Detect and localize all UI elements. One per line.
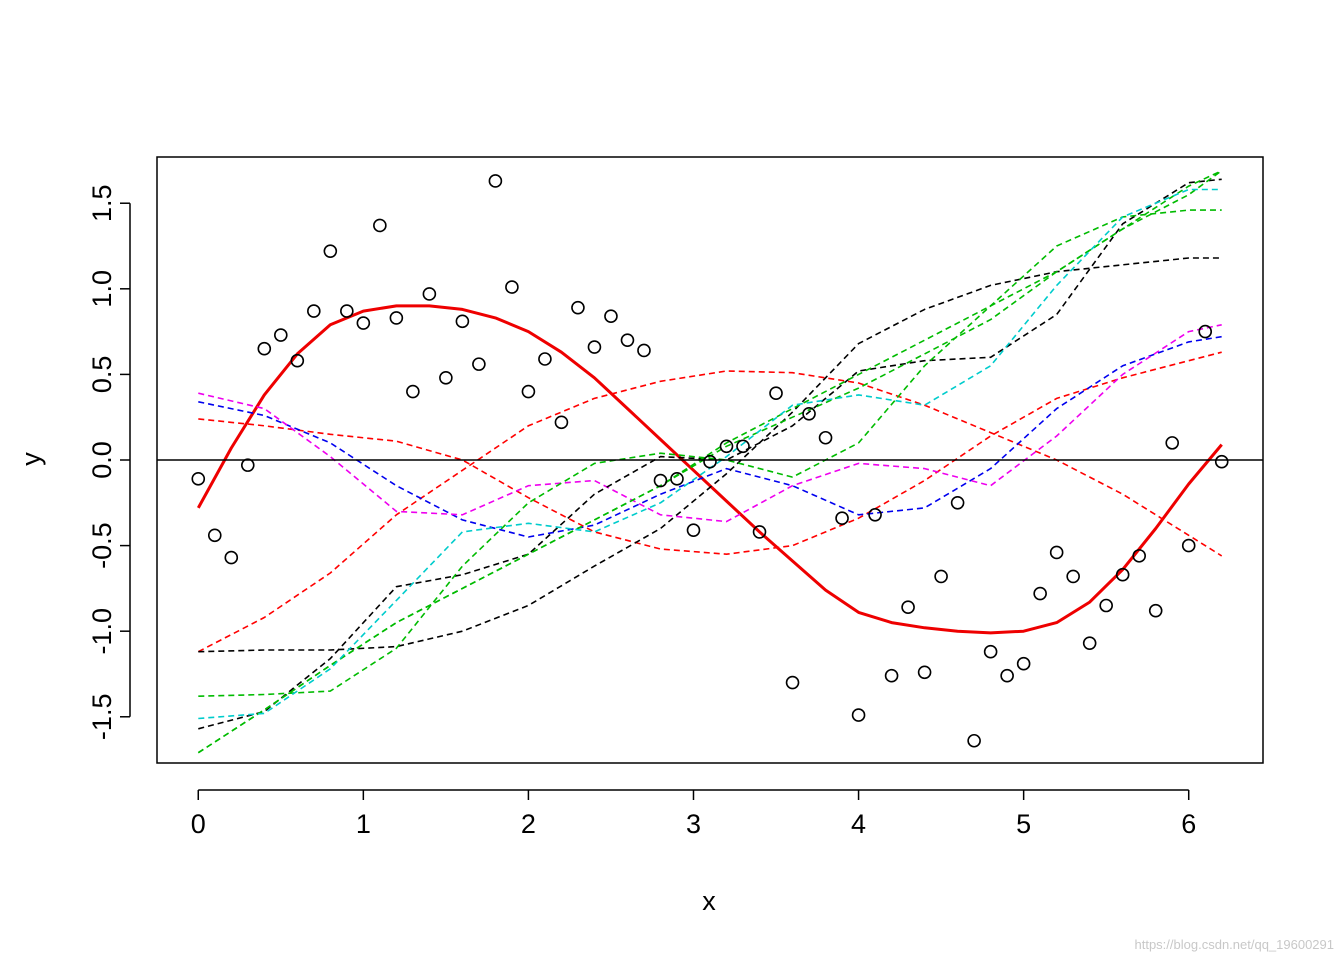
data-point bbox=[670, 472, 684, 486]
data-point bbox=[554, 415, 569, 430]
data-point bbox=[1016, 656, 1031, 671]
data-point bbox=[917, 665, 932, 680]
data-point bbox=[538, 352, 552, 366]
data-point bbox=[1033, 586, 1047, 601]
data-point bbox=[736, 439, 750, 454]
data-point bbox=[1082, 636, 1097, 650]
curve-9 bbox=[197, 169, 1223, 754]
data-point bbox=[1000, 668, 1014, 683]
y-axis-label: y bbox=[16, 452, 46, 466]
data-point bbox=[604, 309, 618, 324]
curve-8 bbox=[197, 170, 1223, 754]
data-point bbox=[488, 174, 503, 188]
data-point bbox=[769, 386, 783, 401]
data-point bbox=[868, 507, 882, 522]
axes: 0 1 2 3 4 5 6 -1.5 -1.0 -0.5 0.0 0.5 1.0 1.5 bbox=[87, 184, 1196, 839]
data-point bbox=[719, 439, 734, 454]
data-point bbox=[389, 311, 404, 325]
curve-7 bbox=[198, 209, 1222, 697]
watermark-text: https://blog.csdn.net/qq_19600291 bbox=[1134, 937, 1335, 952]
data-point bbox=[191, 472, 206, 486]
data-point bbox=[340, 304, 354, 318]
x-tick-label: 4 bbox=[851, 809, 866, 839]
data-point bbox=[1115, 567, 1130, 582]
y-tick-label: 1.5 bbox=[87, 184, 117, 222]
data-point bbox=[901, 600, 915, 615]
data-point bbox=[950, 495, 965, 510]
x-tick-label: 2 bbox=[521, 809, 536, 839]
y-tick-label: 1.0 bbox=[87, 270, 117, 308]
data-point bbox=[439, 371, 453, 385]
data-point bbox=[967, 733, 981, 748]
data-point bbox=[620, 333, 635, 347]
data-point bbox=[406, 384, 420, 399]
data-point bbox=[587, 340, 602, 354]
data-point bbox=[505, 280, 519, 294]
curve-4 bbox=[198, 324, 1222, 523]
data-point bbox=[1214, 454, 1229, 469]
data-point bbox=[1198, 324, 1213, 339]
data-point bbox=[571, 300, 585, 315]
data-point bbox=[934, 569, 948, 584]
curve-2 bbox=[198, 351, 1222, 556]
data-point bbox=[983, 644, 998, 659]
x-tick-label: 3 bbox=[686, 809, 701, 839]
y-tick-label: -1.0 bbox=[87, 608, 117, 655]
data-point bbox=[653, 473, 668, 488]
data-point bbox=[1132, 549, 1146, 563]
data-point bbox=[1066, 569, 1080, 584]
data-point bbox=[224, 550, 239, 565]
data-point bbox=[1165, 436, 1180, 450]
data-point bbox=[290, 353, 305, 368]
data-point bbox=[257, 341, 272, 356]
x-tick-label: 6 bbox=[1181, 809, 1196, 839]
data-point bbox=[307, 304, 321, 318]
data-point bbox=[752, 525, 767, 539]
points-layer bbox=[191, 174, 1229, 748]
x-tick-label: 5 bbox=[1016, 809, 1031, 839]
data-point bbox=[802, 406, 816, 421]
data-point bbox=[521, 384, 536, 399]
x-tick-label: 1 bbox=[356, 809, 371, 839]
data-point bbox=[703, 454, 717, 469]
data-point bbox=[274, 328, 288, 342]
data-point bbox=[686, 523, 701, 537]
data-point bbox=[1099, 598, 1113, 613]
data-point bbox=[1049, 545, 1064, 560]
data-point bbox=[851, 708, 866, 722]
data-point bbox=[356, 316, 371, 330]
data-point bbox=[207, 528, 222, 543]
y-tick-label: 0.5 bbox=[87, 356, 117, 394]
data-point bbox=[323, 244, 338, 258]
data-point bbox=[884, 668, 899, 683]
curve-3 bbox=[198, 335, 1222, 538]
plot-frame bbox=[156, 156, 1264, 764]
data-point bbox=[422, 287, 437, 301]
y-tick-label: 0.0 bbox=[87, 441, 117, 479]
data-point bbox=[1148, 603, 1163, 618]
data-point bbox=[240, 458, 255, 472]
curve-1 bbox=[197, 370, 1223, 653]
data-point bbox=[785, 675, 800, 690]
curves-layer bbox=[196, 169, 1223, 754]
x-axis-label: x bbox=[702, 886, 716, 916]
x-tick-label: 0 bbox=[191, 809, 206, 839]
data-point bbox=[818, 430, 833, 445]
curve-10 bbox=[198, 188, 1222, 720]
data-point bbox=[1181, 538, 1196, 553]
data-point bbox=[455, 314, 470, 329]
y-tick-label: -0.5 bbox=[87, 522, 117, 569]
y-tick-label: -1.5 bbox=[87, 694, 117, 741]
data-point bbox=[373, 218, 387, 233]
curve-0 bbox=[196, 304, 1223, 635]
data-point bbox=[835, 511, 849, 526]
data-point bbox=[472, 357, 486, 371]
curve-5 bbox=[198, 257, 1222, 653]
data-point bbox=[637, 343, 651, 358]
